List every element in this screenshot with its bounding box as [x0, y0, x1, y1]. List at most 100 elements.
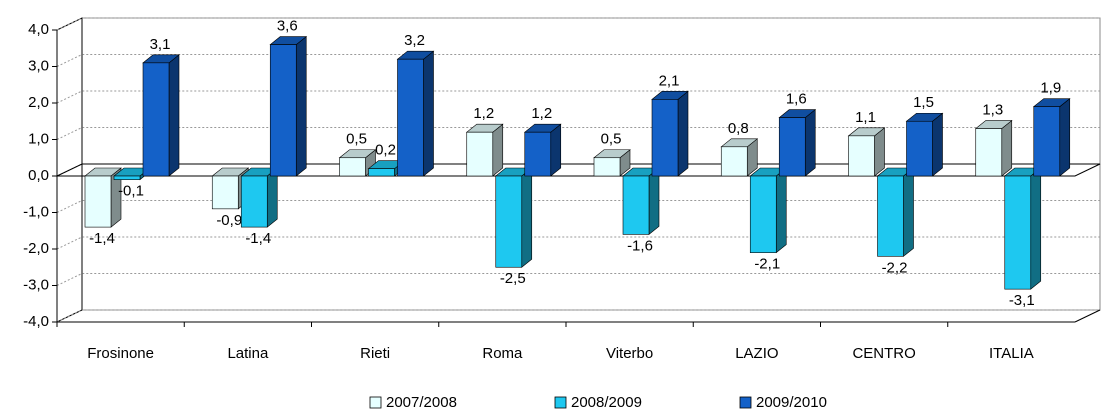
bar-3d	[338, 149, 377, 177]
grid-line	[56, 17, 1100, 31]
bar	[466, 131, 494, 177]
value-label: -2,2	[882, 259, 908, 276]
value-label: 3,2	[404, 32, 425, 49]
bar-side	[775, 167, 787, 254]
value-label: 0,5	[346, 131, 367, 148]
value-label: -3,1	[1009, 292, 1035, 309]
grid-line	[56, 309, 1100, 323]
bar	[113, 175, 141, 180]
legend-label: 2007/2008	[386, 394, 457, 410]
value-label: 1,9	[1040, 80, 1061, 97]
bar-side	[168, 54, 180, 177]
y-tick-label: -3,0	[23, 276, 49, 293]
bar-3d	[1032, 98, 1071, 177]
value-label: 0,8	[728, 120, 749, 137]
bar-3d	[269, 35, 308, 177]
legend-label: 2008/2009	[571, 394, 642, 410]
bar	[368, 168, 395, 177]
bar-3d	[622, 167, 660, 236]
x-tick-label: LAZIO	[735, 345, 778, 362]
value-label: -1,6	[627, 237, 653, 254]
bar	[240, 175, 268, 228]
value-label: 0,5	[601, 131, 622, 148]
bar-3d	[396, 50, 435, 177]
bar	[142, 62, 170, 177]
grid-line	[56, 236, 1100, 250]
bar-side	[1030, 167, 1042, 290]
bar	[720, 146, 748, 177]
bar	[749, 175, 777, 253]
bar	[651, 99, 679, 177]
bar	[524, 131, 552, 177]
bar-side	[550, 123, 562, 177]
bar	[211, 175, 239, 210]
bar-side	[874, 127, 885, 177]
bar-3d	[651, 90, 689, 177]
y-tick-label: 1,0	[28, 130, 49, 147]
legend-swatch	[369, 396, 382, 409]
bar-side	[492, 123, 504, 177]
bar	[848, 135, 875, 177]
y-tick-label: -4,0	[23, 313, 49, 330]
bar-3d	[142, 54, 180, 177]
bar-3d	[494, 167, 533, 268]
bar	[397, 58, 424, 177]
bar	[975, 128, 1003, 177]
grid-line	[56, 127, 1100, 140]
value-label: 1,3	[982, 102, 1003, 119]
zero-plane	[56, 163, 1101, 177]
bar-3d	[720, 138, 759, 177]
value-label: 1,6	[786, 91, 807, 108]
bar-3d	[523, 123, 562, 177]
bar-3d	[465, 123, 504, 177]
x-tick-label: ITALIA	[989, 345, 1034, 362]
y-tick-label: -1,0	[23, 203, 49, 220]
x-axis-depth	[1074, 309, 1101, 323]
bar	[339, 157, 366, 177]
bar	[1004, 175, 1032, 290]
y-tick-label: 4,0	[28, 21, 49, 38]
x-tick-label: Rieti	[360, 345, 390, 362]
bar-side	[266, 167, 278, 228]
value-label: 1,1	[855, 109, 876, 126]
bar	[1033, 106, 1061, 177]
value-label: -2,1	[754, 256, 780, 273]
bar-side	[648, 167, 660, 236]
bar-side	[295, 35, 307, 177]
y-tick-label: 3,0	[28, 57, 49, 74]
x-tick-label: Frosinone	[87, 345, 154, 362]
legend-label: 2009/2010	[756, 394, 827, 410]
bar-3d	[84, 167, 122, 228]
value-label: 1,2	[531, 105, 552, 122]
grid-line	[56, 163, 1100, 177]
bar-3d	[1003, 167, 1042, 290]
grid-line	[56, 54, 1100, 67]
grid-line	[56, 200, 1100, 213]
value-label: -1,4	[89, 230, 115, 247]
x-tick-label: CENTRO	[852, 345, 915, 362]
y-tick-label: -2,0	[23, 240, 49, 257]
bar-3d	[749, 167, 788, 254]
legend-swatch	[739, 396, 752, 409]
bar-side	[1059, 98, 1071, 177]
bar-side	[521, 167, 533, 268]
bar-3d	[974, 119, 1013, 177]
bar-side	[932, 112, 943, 177]
y-tick-label: 2,0	[28, 94, 49, 111]
bar	[778, 117, 806, 177]
value-label: 3,6	[277, 18, 298, 35]
value-label: 2,1	[659, 72, 680, 89]
bar-side	[423, 50, 434, 177]
bar	[593, 157, 621, 177]
x-tick-label: Latina	[227, 345, 269, 362]
bar	[622, 175, 650, 235]
bar-3d	[240, 167, 279, 228]
x-tick-label: Viterbo	[606, 345, 653, 362]
bar-3d	[847, 127, 886, 177]
grid-line	[56, 90, 1100, 104]
bar	[84, 175, 112, 228]
value-label: -2,5	[500, 270, 526, 287]
value-label: -0,9	[216, 212, 242, 229]
bar-side	[677, 90, 689, 177]
